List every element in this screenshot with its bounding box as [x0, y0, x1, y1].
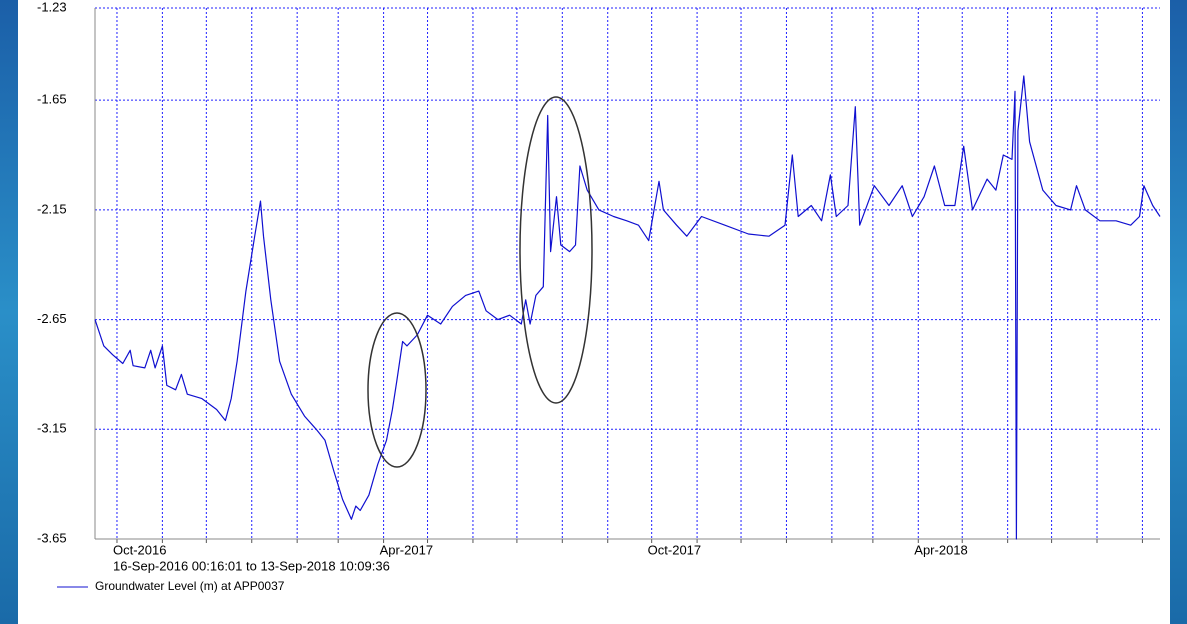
y-tick-label: -1.65 [37, 92, 67, 107]
y-tick-label: -2.65 [37, 311, 67, 326]
x-tick-label: Oct-2017 [648, 542, 701, 557]
annotation-ellipse [519, 96, 593, 404]
x-tick-label: Apr-2017 [380, 542, 433, 557]
panel [18, 0, 1170, 624]
data-line [94, 75, 1161, 540]
y-tick-label: -3.65 [37, 530, 67, 545]
subtitle: 16-Sep-2016 00:16:01 to 13-Sep-2018 10:0… [113, 558, 390, 573]
y-tick-label: -1.23 [37, 0, 67, 14]
annotation-ellipse [367, 312, 427, 468]
x-tick-label: Oct-2016 [113, 542, 166, 557]
legend-label: Groundwater Level (m) at APP0037 [95, 579, 285, 593]
y-tick-label: -2.15 [37, 201, 67, 216]
y-tick-label: -3.15 [37, 421, 67, 436]
x-tick-label: Apr-2018 [914, 542, 967, 557]
